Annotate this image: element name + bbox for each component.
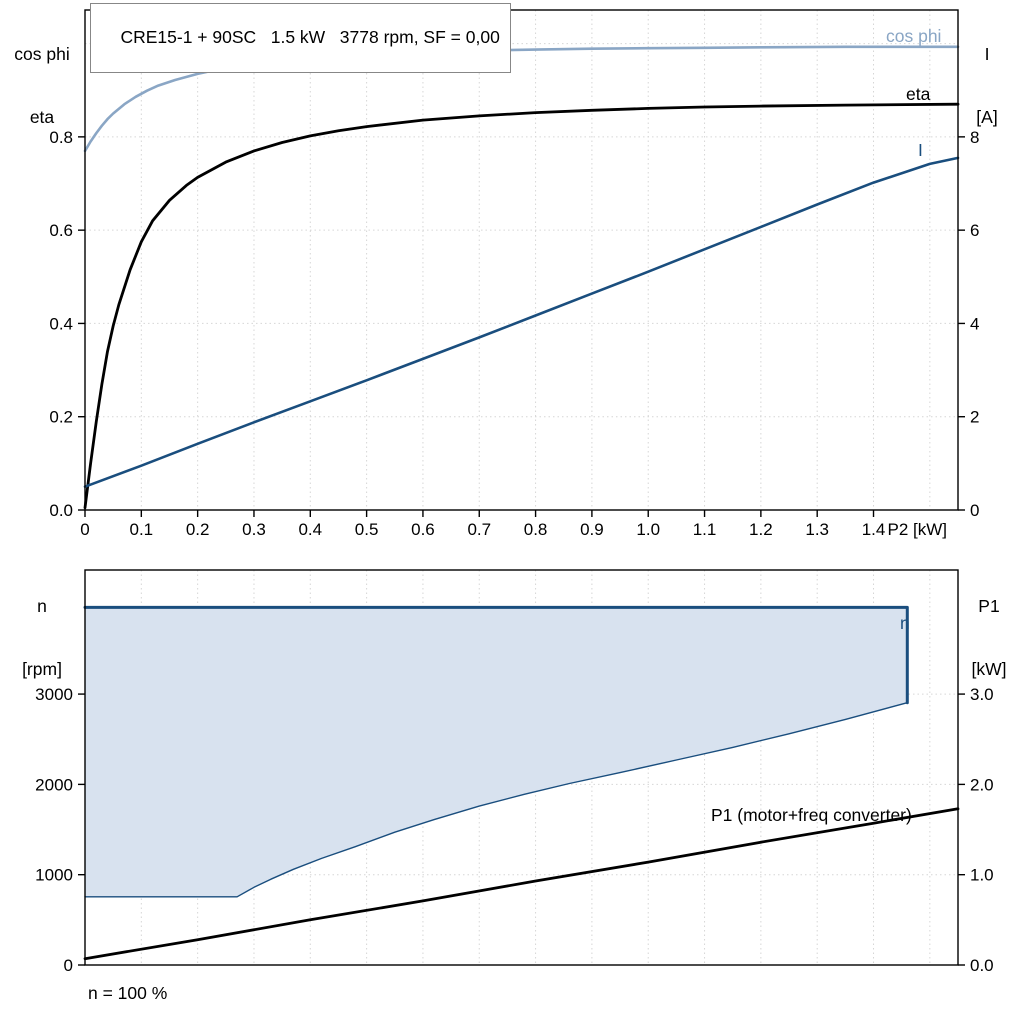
left-axis-tick-label: 0.8 [49,128,73,147]
chart-title: CRE15-1 + 90SC 1.5 kW 3778 rpm, SF = 0,0… [120,27,500,47]
left-axis-tick-label: 0 [64,956,73,975]
speed-input-power-chart-frame [84,569,959,966]
top-left-axis-title: cos phi eta [4,2,80,170]
current-axis-label: I [984,44,990,64]
eta-axis-label: eta [29,107,55,127]
chart-title-box: CRE15-1 + 90SC 1.5 kW 3778 rpm, SF = 0,0… [90,3,511,73]
x-axis-tick-label: 1.0 [636,520,660,539]
curve-p1 [83,807,960,961]
speed-input-power-chart: 0 1000 2000 3000 0.0 1.0 2.0 3.0 [35,569,994,975]
left-axis-tick-label: 0.2 [49,408,73,427]
x-axis-tick-label: 0.6 [411,520,435,539]
x-axis-tick-label: 0.9 [580,520,604,539]
cos-phi-axis-label: cos phi [14,44,70,64]
left-axis-tick-label: 0.0 [49,501,73,520]
speed-operating-range-fill [85,607,908,897]
right-axis-tick-label: 2.0 [970,775,994,794]
x-axis-tick-label: 0 [80,520,89,539]
speed-footnote: n = 100 % [88,983,168,1003]
right-axis-tick-label: 4 [970,314,979,333]
eta-curve-label: eta [906,84,931,104]
current-axis-unit: [A] [976,107,998,127]
cos-phi-curve-label: cos phi [886,26,942,46]
left-axis-tick-label: 3000 [35,685,73,704]
motor-electrical-chart: 0 0.1 0.2 0.3 0.4 0.5 0.6 0.7 0.8 0.9 1.0 1.1 1.2 1.3… [49,9,979,539]
curve-speed-range-lower-bound [84,702,908,898]
x-axis-tick-label: 1.4 [862,520,886,539]
x-axis-unit-label: P2 [kW] [888,520,948,539]
curve-speed [83,605,909,705]
x-axis-tick-label: 0.7 [467,520,491,539]
p1-curve-label: P1 (motor+freq converter) [711,805,912,825]
x-axis-tick-label: 0.3 [242,520,266,539]
x-axis-tick-label: 0.2 [186,520,210,539]
motor-electrical-chart-frame [84,9,959,511]
left-axis-tick-label: 0.6 [49,221,73,240]
x-axis-tick-label: 1.3 [805,520,829,539]
x-axis-tick-label: 0.4 [298,520,322,539]
right-axis-tick-label: 0.0 [970,956,994,975]
x-axis-tick-label: 1.1 [693,520,717,539]
x-axis-tick-label: 0.5 [355,520,379,539]
right-axis-tick-label: 6 [970,221,979,240]
right-axis-tick-label: 2 [970,408,979,427]
curve-current [83,156,960,489]
bottom-right-axis-title: P1 [kW] [958,554,1020,722]
right-axis-tick-label: 1.0 [970,866,994,885]
speed-axis-unit: [rpm] [22,659,62,679]
left-axis-tick-label: 0.4 [49,314,73,333]
left-axis-tick-label: 2000 [35,775,73,794]
curve-eta [83,102,960,510]
top-right-axis-title: I [A] [958,2,1016,170]
left-axis-tick-label: 1000 [35,866,73,885]
x-axis-tick-label: 0.8 [524,520,548,539]
right-axis-tick-label: 8 [970,128,979,147]
bottom-left-axis-title: n [rpm] [4,554,80,722]
x-axis-tick-label: 0.1 [130,520,154,539]
speed-curve-label: n [900,613,910,633]
speed-axis-label: n [37,596,47,616]
right-axis-tick-label: 3.0 [970,685,994,704]
x-axis-tick-label: 1.2 [749,520,773,539]
p1-axis-unit: [kW] [971,659,1007,679]
right-axis-tick-label: 0 [970,501,979,520]
p1-axis-label: P1 [978,596,1000,616]
current-curve-label: I [918,140,923,160]
